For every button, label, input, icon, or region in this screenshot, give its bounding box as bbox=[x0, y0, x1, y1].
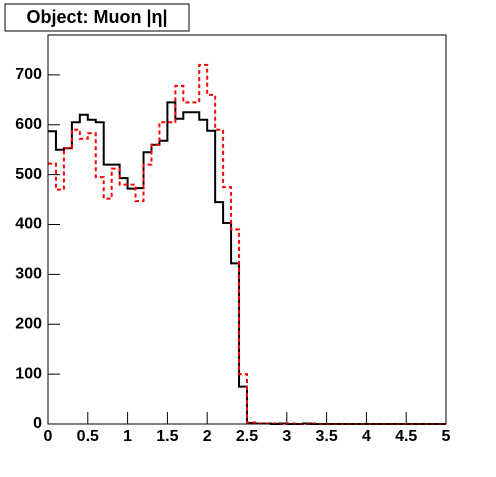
plot-frame bbox=[47, 34, 447, 425]
y-tick-label: 700 bbox=[15, 66, 42, 83]
x-tick-label: 1 bbox=[123, 428, 132, 445]
x-tick-label: 3 bbox=[282, 428, 291, 445]
x-tick-label: 2.5 bbox=[236, 428, 258, 445]
x-tick-label: 3.5 bbox=[315, 428, 337, 445]
chart-title: Object: Muon |η| bbox=[26, 7, 167, 27]
y-tick-label: 400 bbox=[15, 216, 42, 233]
x-tick-label: 4.5 bbox=[395, 428, 417, 445]
y-tick-label: 300 bbox=[15, 266, 42, 283]
x-tick-label: 0 bbox=[44, 428, 53, 445]
x-tick-label: 0.5 bbox=[77, 428, 99, 445]
y-tick-label: 600 bbox=[15, 116, 42, 133]
x-tick-label: 5 bbox=[442, 428, 451, 445]
x-tick-label: 4 bbox=[362, 428, 371, 445]
y-tick-label: 500 bbox=[15, 166, 42, 183]
x-tick-label: 2 bbox=[203, 428, 212, 445]
y-tick-label: 0 bbox=[33, 415, 42, 432]
y-tick-label: 100 bbox=[15, 365, 42, 382]
y-tick-label: 200 bbox=[15, 315, 42, 332]
x-tick-label: 1.5 bbox=[156, 428, 178, 445]
title-box bbox=[4, 3, 190, 32]
